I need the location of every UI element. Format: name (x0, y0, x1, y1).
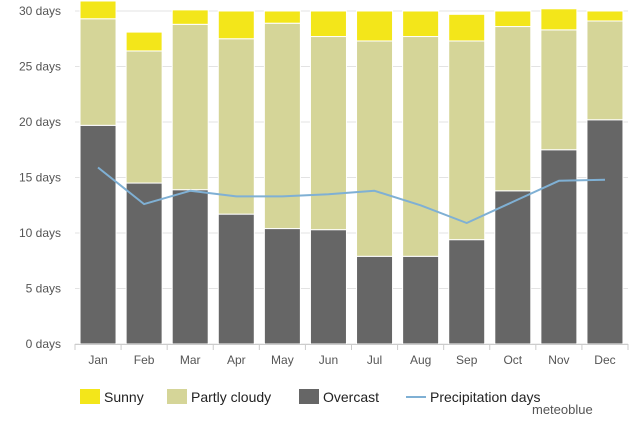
bar-sunny-jun (309, 10, 347, 38)
bar-overcast-jul (356, 255, 394, 345)
bar-overcast-oct (494, 190, 532, 345)
y-tick-label-5: 5 days (26, 282, 61, 296)
x-tick-label-nov: Nov (548, 353, 569, 367)
bar-overcast-apr (217, 213, 255, 345)
x-tick-label-may: May (271, 353, 294, 367)
bar-stacks (79, 0, 624, 345)
legend-label-sunny: Sunny (104, 389, 144, 405)
bar-overcast-may (263, 228, 301, 345)
x-tick-label-oct: Oct (503, 353, 522, 367)
bar-sunny-sep (448, 13, 486, 42)
x-tick-label-jun: Jun (319, 353, 338, 367)
bar-sunny-dec (586, 10, 624, 22)
bar-partly-cloudy-may (263, 22, 301, 230)
x-tick-label-dec: Dec (594, 353, 615, 367)
bar-partly-cloudy-jan (79, 18, 117, 126)
x-tick-label-feb: Feb (134, 353, 155, 367)
bar-overcast-nov (540, 149, 578, 345)
bar-sunny-apr (217, 10, 255, 40)
credit-text: meteoblue (532, 402, 593, 417)
x-tick-label-apr: Apr (227, 353, 246, 367)
x-tick-label-aug: Aug (410, 353, 431, 367)
legend-item-overcast[interactable]: Overcast (299, 389, 379, 405)
bar-sunny-aug (402, 10, 440, 38)
grid-lines (75, 10, 628, 345)
bar-sunny-may (263, 10, 301, 24)
bar-overcast-jun (309, 229, 347, 345)
legend-item-partly-cloudy[interactable]: Partly cloudy (167, 389, 271, 405)
legend-item-precipitation-days[interactable]: Precipitation days (406, 389, 541, 405)
line-precipitation-days (97, 166, 606, 224)
y-tick-label-0: 0 days (26, 337, 61, 351)
bar-overcast-aug (402, 255, 440, 345)
precipitation-line-group (97, 166, 606, 224)
bar-overcast-sep (448, 239, 486, 345)
bar-overcast-jan (79, 124, 117, 345)
axes: 0 days 5 days 10 days 15 days 20 days 25 days… (19, 4, 629, 367)
legend-label-precipitation-days: Precipitation days (430, 389, 541, 405)
bar-sunny-oct (494, 10, 532, 28)
y-tick-label-15: 15 days (19, 171, 61, 185)
bar-sunny-jan (79, 0, 117, 20)
bar-overcast-mar (171, 189, 209, 345)
bar-sunny-mar (171, 9, 209, 25)
x-tick-label-jan: Jan (88, 353, 107, 367)
bar-partly-cloudy-apr (217, 38, 255, 215)
bar-partly-cloudy-jun (309, 36, 347, 231)
y-tick-label-20: 20 days (19, 115, 61, 129)
y-tick-label-10: 10 days (19, 226, 61, 240)
y-tick-label-30: 30 days (19, 4, 61, 18)
bar-sunny-jul (356, 10, 394, 42)
legend-label-overcast: Overcast (323, 389, 379, 405)
bar-overcast-feb (125, 182, 163, 345)
x-tick-label-jul: Jul (367, 353, 382, 367)
legend-label-partly-cloudy: Partly cloudy (191, 389, 271, 405)
legend-swatch-sunny (80, 389, 100, 404)
y-tick-label-25: 25 days (19, 60, 61, 74)
bar-partly-cloudy-feb (125, 50, 163, 184)
legend-item-sunny[interactable]: Sunny (80, 389, 144, 405)
bar-partly-cloudy-aug (402, 36, 440, 257)
bar-sunny-nov (540, 8, 578, 31)
bar-overcast-dec (586, 119, 624, 345)
bar-partly-cloudy-mar (171, 23, 209, 191)
x-tick-label-sep: Sep (456, 353, 478, 367)
legend-swatch-overcast (299, 389, 319, 404)
legend-swatch-partly-cloudy (167, 389, 187, 404)
bar-partly-cloudy-jul (356, 40, 394, 257)
bar-partly-cloudy-nov (540, 29, 578, 151)
bar-partly-cloudy-sep (448, 40, 486, 241)
bar-partly-cloudy-dec (586, 20, 624, 121)
x-tick-label-mar: Mar (180, 353, 201, 367)
bar-sunny-feb (125, 31, 163, 52)
legend: Sunny Partly cloudy Overcast Precipitation … (80, 389, 541, 405)
bar-partly-cloudy-oct (494, 26, 532, 192)
